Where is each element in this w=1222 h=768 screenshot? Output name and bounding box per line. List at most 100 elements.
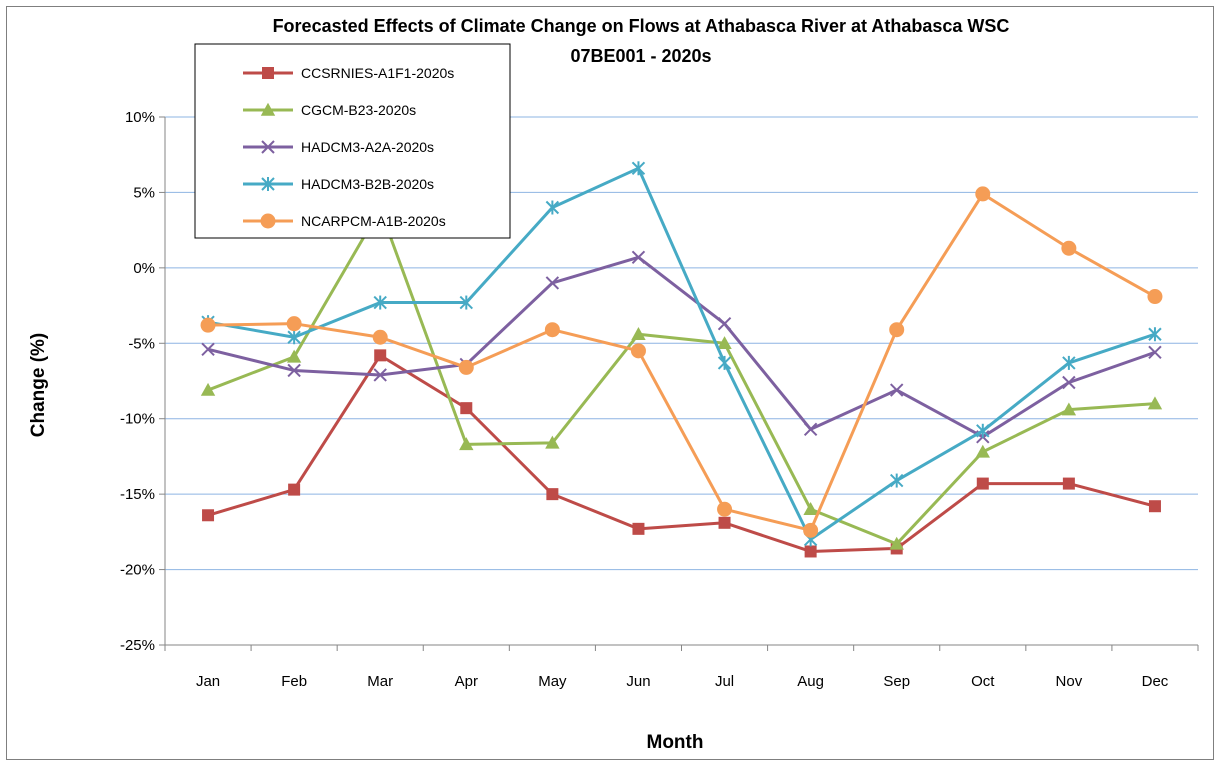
data-point bbox=[718, 516, 731, 529]
data-point bbox=[803, 502, 818, 515]
data-point bbox=[1147, 396, 1163, 410]
data-point bbox=[201, 342, 215, 357]
data-point bbox=[546, 488, 559, 501]
x-tick-label: Sep bbox=[883, 673, 910, 690]
marker-stroke bbox=[1062, 375, 1076, 390]
legend-label: CGCM-B23-2020s bbox=[301, 102, 416, 118]
series-line bbox=[208, 192, 1156, 532]
data-point bbox=[804, 545, 817, 558]
data-point bbox=[260, 213, 276, 229]
x-tick-label: Jun bbox=[626, 673, 650, 690]
x-tick-label: Nov bbox=[1056, 673, 1083, 690]
data-point bbox=[545, 435, 560, 449]
data-point bbox=[632, 522, 645, 535]
x-tick-label: Jan bbox=[196, 673, 220, 690]
y-axis-title: Change (%) bbox=[28, 333, 49, 438]
x-tick-label: Oct bbox=[971, 673, 995, 690]
data-point bbox=[630, 343, 646, 359]
data-point bbox=[1148, 500, 1161, 513]
data-point bbox=[459, 295, 473, 310]
y-tick-label: -5% bbox=[128, 335, 155, 352]
y-tick-label: 5% bbox=[133, 184, 155, 201]
data-point bbox=[975, 444, 990, 458]
chart-title: Forecasted Effects of Climate Change on … bbox=[273, 16, 1010, 36]
data-point bbox=[545, 200, 560, 215]
data-point bbox=[288, 483, 301, 496]
data-point bbox=[373, 368, 387, 382]
legend-label: CCSRNIES-A1F1-2020s bbox=[301, 65, 454, 81]
axes: -25% -20% -15% -10% -5% 0% 5% 10% Jan Feb Mar Apr Ma… bbox=[120, 109, 1199, 690]
data-point bbox=[975, 186, 991, 202]
data-point bbox=[286, 316, 302, 332]
data-point bbox=[889, 536, 904, 550]
y-tick-label: -10% bbox=[120, 411, 155, 428]
data-point bbox=[803, 422, 818, 436]
data-point bbox=[890, 473, 904, 488]
x-tick-label: Aug bbox=[797, 673, 824, 690]
data-point bbox=[287, 363, 301, 378]
marker-stroke bbox=[287, 363, 301, 378]
marker-stroke bbox=[717, 316, 732, 331]
data-point bbox=[631, 327, 646, 340]
series-cgcm-b23-2020s bbox=[200, 201, 1163, 550]
data-point bbox=[262, 67, 274, 79]
data-point bbox=[544, 322, 560, 338]
data-point bbox=[1148, 327, 1162, 342]
marker-stroke bbox=[201, 342, 215, 357]
data-point bbox=[976, 423, 990, 438]
data-point bbox=[545, 276, 560, 290]
data-point bbox=[631, 161, 646, 176]
legend-label: HADCM3-A2A-2020s bbox=[301, 139, 434, 155]
series-ncarpcm-a1b-2020s bbox=[200, 186, 1163, 538]
data-point bbox=[458, 359, 474, 375]
marker-stroke bbox=[803, 422, 818, 436]
series-line bbox=[207, 255, 1156, 439]
marker-stroke bbox=[261, 140, 275, 154]
x-tick-label: Mar bbox=[367, 673, 393, 690]
data-point bbox=[1062, 355, 1076, 370]
data-point bbox=[287, 330, 301, 345]
data-point bbox=[373, 295, 387, 310]
data-point bbox=[261, 140, 275, 154]
data-point bbox=[1061, 402, 1077, 416]
marker-stroke bbox=[631, 250, 646, 265]
data-point bbox=[374, 349, 387, 362]
data-point bbox=[631, 250, 646, 265]
y-tick-label: 10% bbox=[125, 109, 155, 126]
data-point bbox=[890, 383, 904, 397]
data-point bbox=[261, 177, 275, 191]
data-point bbox=[1148, 345, 1162, 360]
data-point bbox=[202, 509, 215, 522]
data-point bbox=[717, 336, 732, 350]
data-point bbox=[1147, 289, 1163, 305]
legend-entry: CCSRNIES-A1F1-2020s bbox=[243, 65, 454, 81]
x-tick-label: May bbox=[538, 673, 567, 690]
x-tick-label: Jul bbox=[715, 673, 734, 690]
legend-label: HADCM3-B2B-2020s bbox=[301, 176, 434, 192]
data-point bbox=[459, 437, 474, 451]
data-point bbox=[976, 477, 989, 490]
legend: CCSRNIES-A1F1-2020s CGCM-B23-2020s HADCM3-… bbox=[194, 43, 511, 239]
data-point bbox=[286, 349, 302, 363]
data-point bbox=[1061, 240, 1077, 256]
marker-stroke bbox=[890, 383, 904, 397]
legend-entry: CGCM-B23-2020s bbox=[243, 102, 416, 118]
data-point bbox=[372, 329, 388, 345]
data-point bbox=[889, 322, 905, 338]
marker-stroke bbox=[1148, 345, 1162, 360]
y-tick-label: -15% bbox=[120, 486, 155, 503]
series-hadcm3-b2b-2020s bbox=[201, 161, 1162, 547]
y-tick-label: -20% bbox=[120, 562, 155, 579]
y-tick-label: 0% bbox=[133, 260, 155, 277]
marker-stroke bbox=[545, 276, 560, 290]
legend-entry: HADCM3-A2A-2020s bbox=[243, 139, 434, 155]
y-tick-label: -25% bbox=[120, 637, 155, 654]
series-line bbox=[207, 353, 1156, 553]
legend-entry: NCARPCM-A1B-2020s bbox=[243, 213, 446, 229]
marker-stroke bbox=[373, 368, 387, 382]
data-point bbox=[717, 501, 733, 517]
data-point bbox=[460, 402, 473, 415]
x-tick-label: Feb bbox=[281, 673, 307, 690]
data-point bbox=[1062, 375, 1076, 390]
